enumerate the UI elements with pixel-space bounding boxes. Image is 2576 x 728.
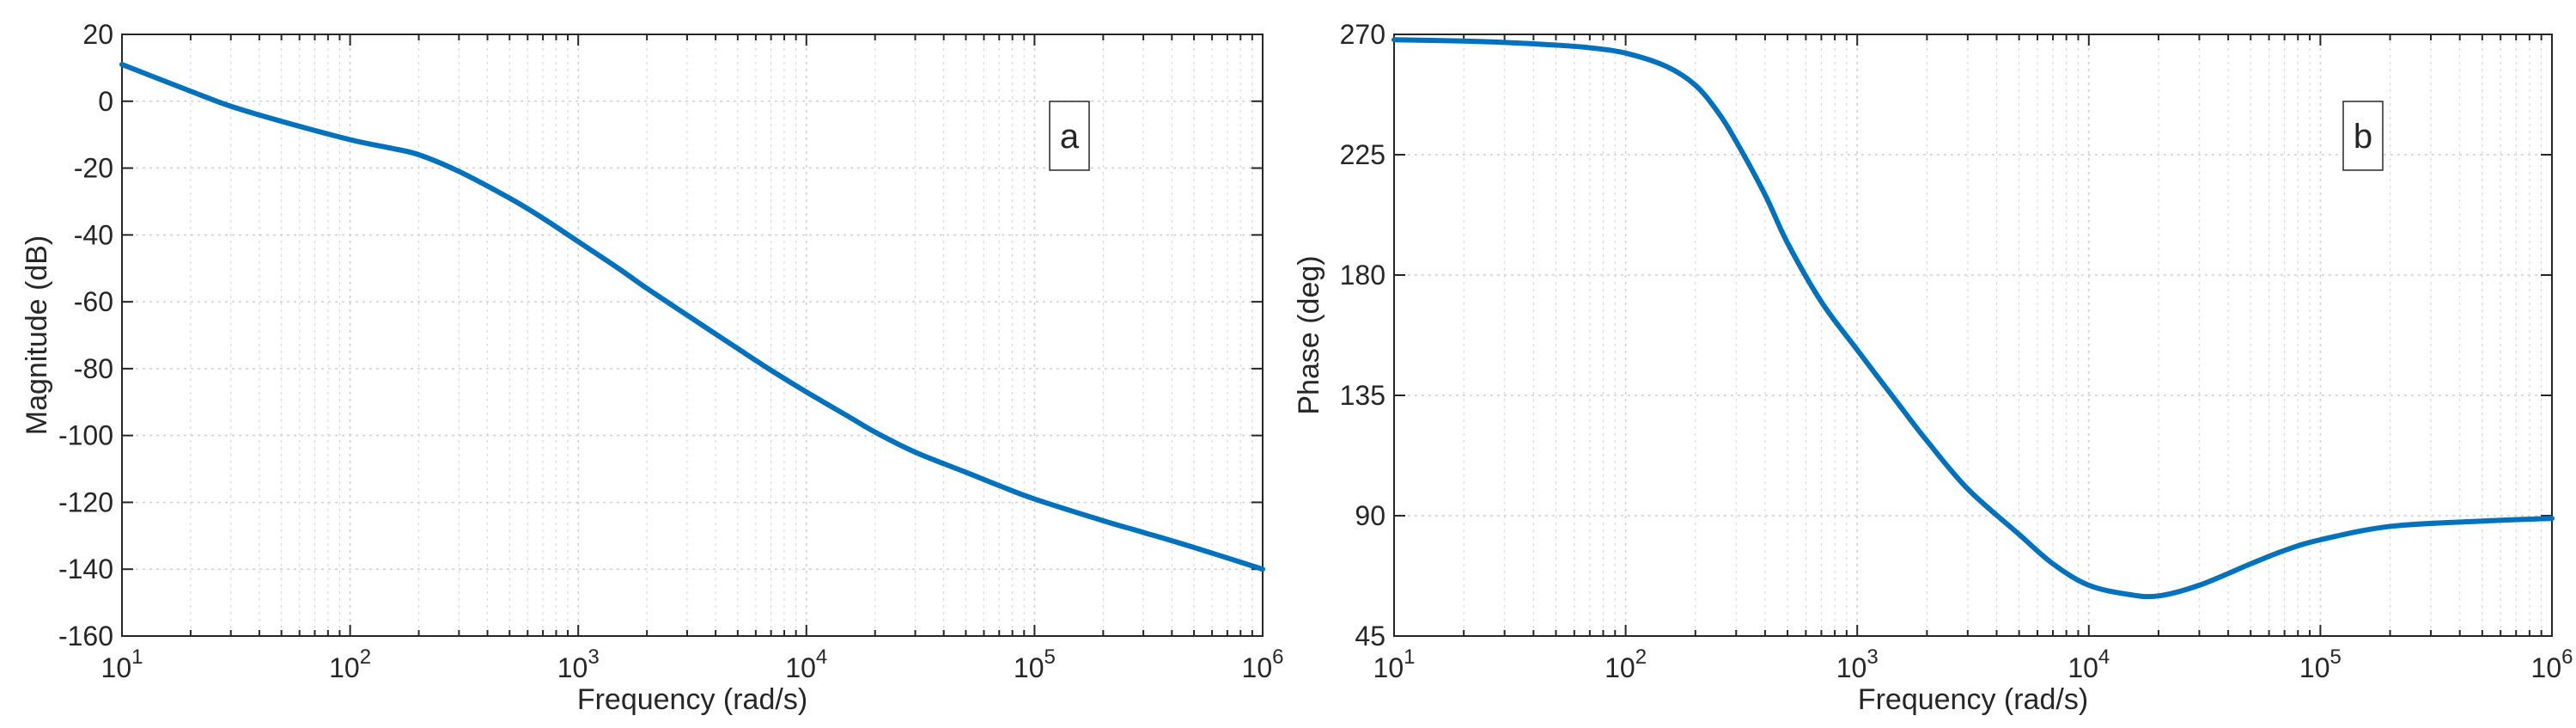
y-tick-label: 0 [98,86,113,117]
x-tick-label: 101 [1373,645,1416,683]
y-tick-label: -100 [58,420,113,451]
y-tick-label: -140 [58,554,113,584]
x-axis-title: Frequency (rad/s) [577,683,807,716]
series-line [119,62,1265,572]
y-tick-label: 180 [1340,260,1385,291]
y-axis-title: Phase (deg) [1293,255,1325,414]
y-tick-label: 45 [1355,621,1385,652]
x-tick-label: 106 [1242,645,1284,683]
series-line [1392,37,2555,600]
panel-label: b [2354,118,2372,156]
x-tick-label: 104 [785,645,827,683]
panel-label-box [2342,101,2384,171]
tick-marks [121,34,1264,637]
x-tick-label: 103 [557,645,600,683]
x-tick-label: 104 [2067,645,2110,683]
y-tick-label: 20 [82,19,113,50]
phase-chart: 101 102 103 104 105 106 270 225 180 135 90 45 Freque… [1293,19,2573,716]
x-tick-label: 105 [2299,645,2342,683]
y-tick-label: -20 [74,153,113,184]
y-tick-label: -160 [58,621,113,652]
x-tick-label: 106 [2531,645,2573,683]
plot-frame [121,34,1264,637]
x-tick-label: 105 [1014,645,1056,683]
y-tick-label: -40 [74,219,113,250]
x-axis-title: Frequency (rad/s) [1858,683,2088,716]
y-tick-label: 135 [1340,380,1385,411]
y-tick-label: -80 [74,353,113,384]
x-tick-label: 102 [1605,645,1647,683]
y-tick-label: 90 [1355,500,1385,531]
plot-frame [1393,34,2553,637]
panel-label: a [1060,118,1080,156]
tick-marks [1393,34,2553,637]
y-tick-label: 225 [1340,139,1385,170]
y-tick-label: -60 [74,286,113,317]
y-tick-label: -120 [58,486,113,517]
panel-label-box [1049,101,1090,171]
x-tick-label: 101 [101,645,143,683]
y-tick-label: 270 [1340,19,1385,50]
magnitude-chart: 101 102 103 104 105 106 20 0 -20 -40 -60 -80 -100 -12… [21,19,1283,716]
y-axis-title: Magnitude (dB) [21,236,53,435]
x-tick-label: 103 [1836,645,1879,683]
x-tick-label: 102 [329,645,371,683]
